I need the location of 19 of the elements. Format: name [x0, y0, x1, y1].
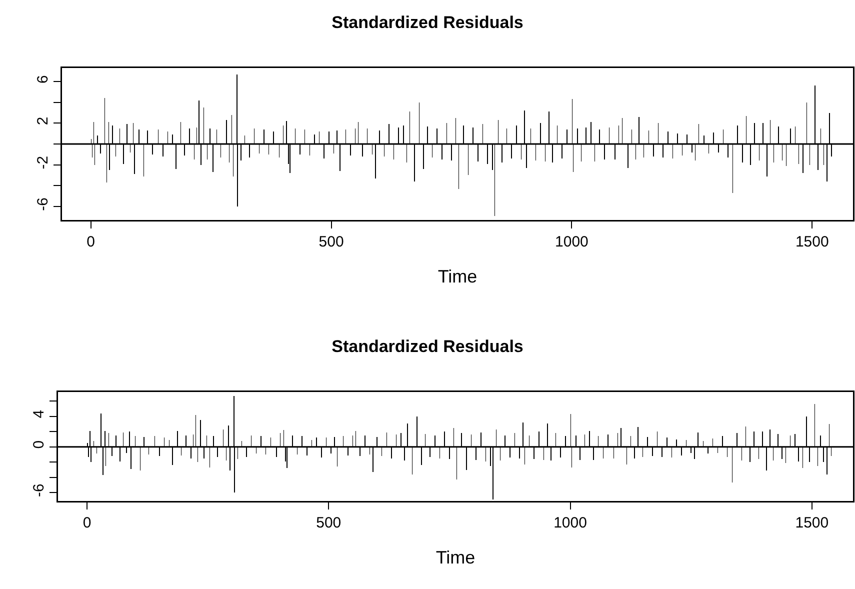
y-tick-label: -6 — [34, 198, 52, 211]
chart-title: Standardized Residuals — [332, 13, 524, 32]
x-axis-title: Time — [438, 266, 478, 286]
y-tick-label: -2 — [34, 156, 52, 170]
y-tick-label: 2 — [34, 116, 52, 126]
y-tick-label: 4 — [30, 410, 48, 418]
x-tick-label: 0 — [82, 514, 92, 532]
x-tick-label: 1000 — [554, 514, 587, 532]
chart-title: Standardized Residuals — [332, 337, 524, 356]
x-tick-label: 1500 — [795, 514, 829, 532]
y-tick-label: -6 — [30, 484, 48, 498]
x-axis-title: Time — [436, 547, 476, 568]
x-tick-label: 500 — [318, 234, 344, 250]
x-tick-label: 1500 — [795, 234, 829, 250]
x-tick-label: 500 — [316, 514, 342, 532]
y-tick-label: 6 — [34, 75, 52, 84]
x-tick-label: 1000 — [555, 234, 588, 250]
y-tick-label: 0 — [30, 440, 48, 449]
x-tick-label: 0 — [86, 234, 96, 250]
